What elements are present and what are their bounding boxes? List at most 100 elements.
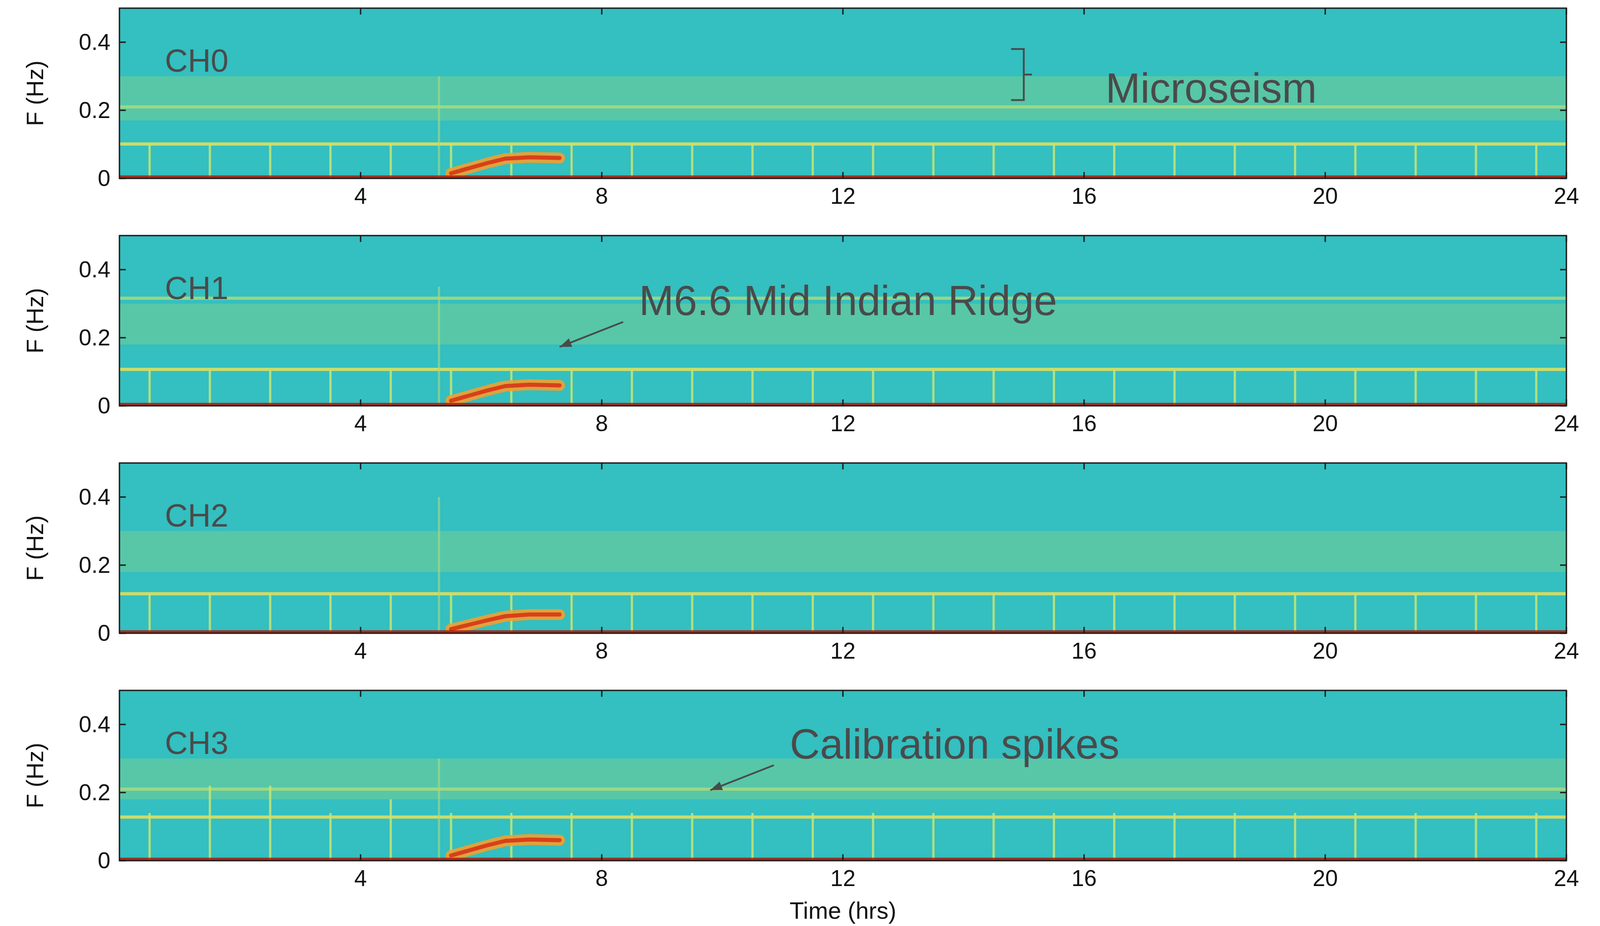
y-tick <box>119 564 126 567</box>
earthquake-signal <box>450 385 560 402</box>
calibration-spike <box>691 594 694 634</box>
x-tick <box>1324 690 1327 698</box>
x-tick-label: 20 <box>1312 411 1338 437</box>
calibration-spike <box>992 144 995 179</box>
calibration-spike <box>208 144 212 179</box>
panel-title: CH2 <box>164 498 229 534</box>
y-tick <box>1560 792 1567 794</box>
y-tick-label: 0.4 <box>78 484 111 511</box>
y-tick <box>1560 860 1567 862</box>
annotation-bracket <box>1010 49 1032 101</box>
x-tick-label: 12 <box>830 638 856 664</box>
x-tick-label: 8 <box>595 638 609 664</box>
x-tick-label: 8 <box>595 183 609 209</box>
calibration-spike <box>1474 594 1477 634</box>
x-tick-label: 20 <box>1312 638 1338 664</box>
y-tick <box>119 405 126 407</box>
frequency-line <box>119 787 1567 792</box>
frequency-line <box>119 142 1567 146</box>
y-axis-title: F (Hz) <box>21 60 49 126</box>
x-tick <box>601 463 603 470</box>
calibration-spike <box>329 813 332 862</box>
calibration-spike <box>1535 144 1538 179</box>
annotation-arrowhead <box>559 338 573 347</box>
calibration-spike <box>1474 370 1477 407</box>
figure: 481216202400.20.4CH0F (Hz)Microseism4812… <box>0 0 1600 926</box>
calibration-spike <box>992 370 995 407</box>
x-tick <box>1324 235 1327 243</box>
calibration-spike <box>570 144 573 179</box>
calibration-spike <box>932 144 935 179</box>
calibration-spike <box>1474 813 1477 862</box>
calibration-spike <box>1293 594 1297 634</box>
earthquake-signal-core <box>450 157 560 174</box>
calibration-spike <box>1233 594 1236 634</box>
plot-background <box>119 463 1567 634</box>
y-tick <box>1560 405 1567 407</box>
x-tick <box>601 854 603 862</box>
y-tick <box>119 41 126 44</box>
calibration-spike <box>148 370 151 407</box>
microseism-band <box>119 76 1567 121</box>
calibration-spike <box>1414 813 1417 862</box>
x-tick <box>1083 690 1085 698</box>
calibration-spike <box>751 813 754 862</box>
panel: 481216202400.20.4CH1F (Hz)M6.6 Mid India… <box>21 235 1580 437</box>
calibration-spike <box>871 370 875 407</box>
y-tick <box>119 337 126 339</box>
x-tick <box>1565 235 1568 243</box>
frequency-line <box>119 105 1567 109</box>
calibration-spike <box>1173 813 1176 862</box>
calibration-spike <box>1354 144 1357 179</box>
calibration-spike <box>871 813 875 862</box>
x-tick <box>1083 172 1085 179</box>
calibration-spike <box>1052 144 1056 179</box>
calibration-spike <box>389 370 392 407</box>
plot-background <box>119 235 1567 407</box>
calibration-spike <box>389 144 392 179</box>
calibration-spike <box>148 594 151 634</box>
y-tick-label: 0.4 <box>78 29 111 55</box>
calibration-spike <box>329 144 332 179</box>
x-tick <box>1565 399 1568 407</box>
calibration-spike <box>329 370 332 407</box>
calibration-spike <box>751 594 754 634</box>
x-tick-label: 20 <box>1312 866 1338 892</box>
y-tick <box>1560 337 1567 339</box>
y-axis-title: F (Hz) <box>21 743 49 809</box>
earthquake-signal <box>450 614 560 630</box>
y-tick <box>119 496 126 499</box>
calibration-spike <box>1113 594 1116 634</box>
plot-background <box>119 690 1567 862</box>
calibration-spike <box>1474 144 1477 179</box>
calibration-spike <box>268 786 272 862</box>
x-tick <box>1324 463 1327 470</box>
y-tick <box>1560 269 1567 271</box>
x-tick <box>1324 627 1327 634</box>
x-tick-label: 16 <box>1071 638 1097 664</box>
calibration-spike <box>268 144 272 179</box>
event-onset <box>437 497 441 634</box>
calibration-spike <box>1233 813 1236 862</box>
panel: 481216202400.20.4CH2F (Hz) <box>21 463 1580 664</box>
x-tick-label: 12 <box>830 866 856 892</box>
y-tick-label: 0.2 <box>78 780 111 806</box>
calibration-spike <box>1173 370 1176 407</box>
x-tick <box>1565 690 1568 698</box>
calibration-spike <box>208 370 212 407</box>
calibration-spike <box>811 370 814 407</box>
x-tick-label: 12 <box>830 411 856 437</box>
x-tick <box>842 235 844 243</box>
x-tick-label: 24 <box>1553 638 1580 664</box>
calibration-spike <box>992 594 995 634</box>
calibration-spike <box>570 813 573 862</box>
calibration-spike <box>630 594 634 634</box>
y-tick <box>119 178 126 180</box>
x-tick <box>842 399 844 407</box>
x-tick <box>1083 8 1085 15</box>
calibration-spike <box>1535 370 1538 407</box>
marks <box>119 76 1567 179</box>
y-tick <box>1560 178 1567 180</box>
x-tick-label: 4 <box>354 411 367 437</box>
x-tick <box>842 172 844 179</box>
